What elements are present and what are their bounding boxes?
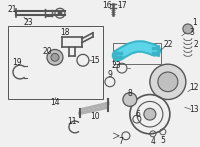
Text: 23: 23: [23, 19, 33, 27]
Text: 13: 13: [189, 105, 199, 114]
Bar: [113, 43, 161, 64]
Circle shape: [47, 50, 63, 65]
Text: 21: 21: [7, 5, 17, 14]
Circle shape: [158, 72, 178, 92]
Circle shape: [123, 93, 137, 106]
Text: 19: 19: [12, 58, 22, 67]
Text: 14: 14: [50, 98, 60, 107]
Text: 15: 15: [90, 56, 100, 65]
Text: 3: 3: [189, 28, 194, 37]
Text: 20: 20: [42, 47, 52, 56]
Circle shape: [144, 108, 156, 120]
Text: 8: 8: [128, 89, 132, 98]
Text: 12: 12: [189, 83, 199, 92]
Text: 2: 2: [193, 40, 198, 49]
Circle shape: [51, 53, 59, 61]
Text: 10: 10: [90, 112, 100, 121]
Text: 7: 7: [118, 137, 123, 146]
Text: 5: 5: [160, 136, 165, 145]
Text: 9: 9: [107, 70, 112, 80]
Text: 1: 1: [192, 19, 197, 27]
Text: 22: 22: [163, 40, 173, 49]
Circle shape: [58, 11, 62, 15]
Text: 17: 17: [117, 1, 127, 10]
Text: 23: 23: [111, 61, 121, 70]
Text: 6: 6: [135, 110, 140, 119]
Circle shape: [150, 64, 186, 100]
Text: 11: 11: [67, 117, 77, 126]
Circle shape: [183, 24, 193, 34]
Text: 4: 4: [150, 137, 155, 146]
Text: 18: 18: [60, 28, 70, 37]
Bar: [8, 26, 103, 100]
Text: 16: 16: [102, 1, 112, 10]
